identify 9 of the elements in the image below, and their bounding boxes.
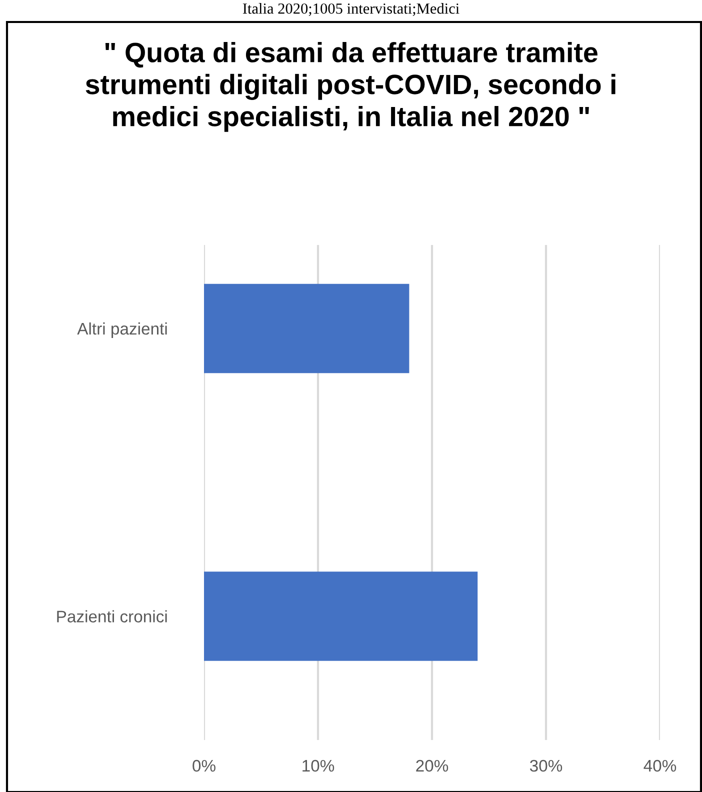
y-tick-label: Altri pazienti [77,322,167,338]
x-tick-label: 30% [530,760,562,772]
x-tick-label: 20% [416,760,448,772]
chart-title: " Quota di esami da effettuare tramite strumenti digitali post-COVID, secondo i medici specialisti, in Italia nel 2020 " [86,42,616,132]
x-tick-label: 10% [302,760,334,772]
text: Italia 2020;1005 intervistati;Medici [242,3,460,16]
x-tick-label: 0% [192,760,216,772]
x-tick-label: 40% [644,760,676,772]
y-tick-label: Pazienti cronici [57,610,167,622]
